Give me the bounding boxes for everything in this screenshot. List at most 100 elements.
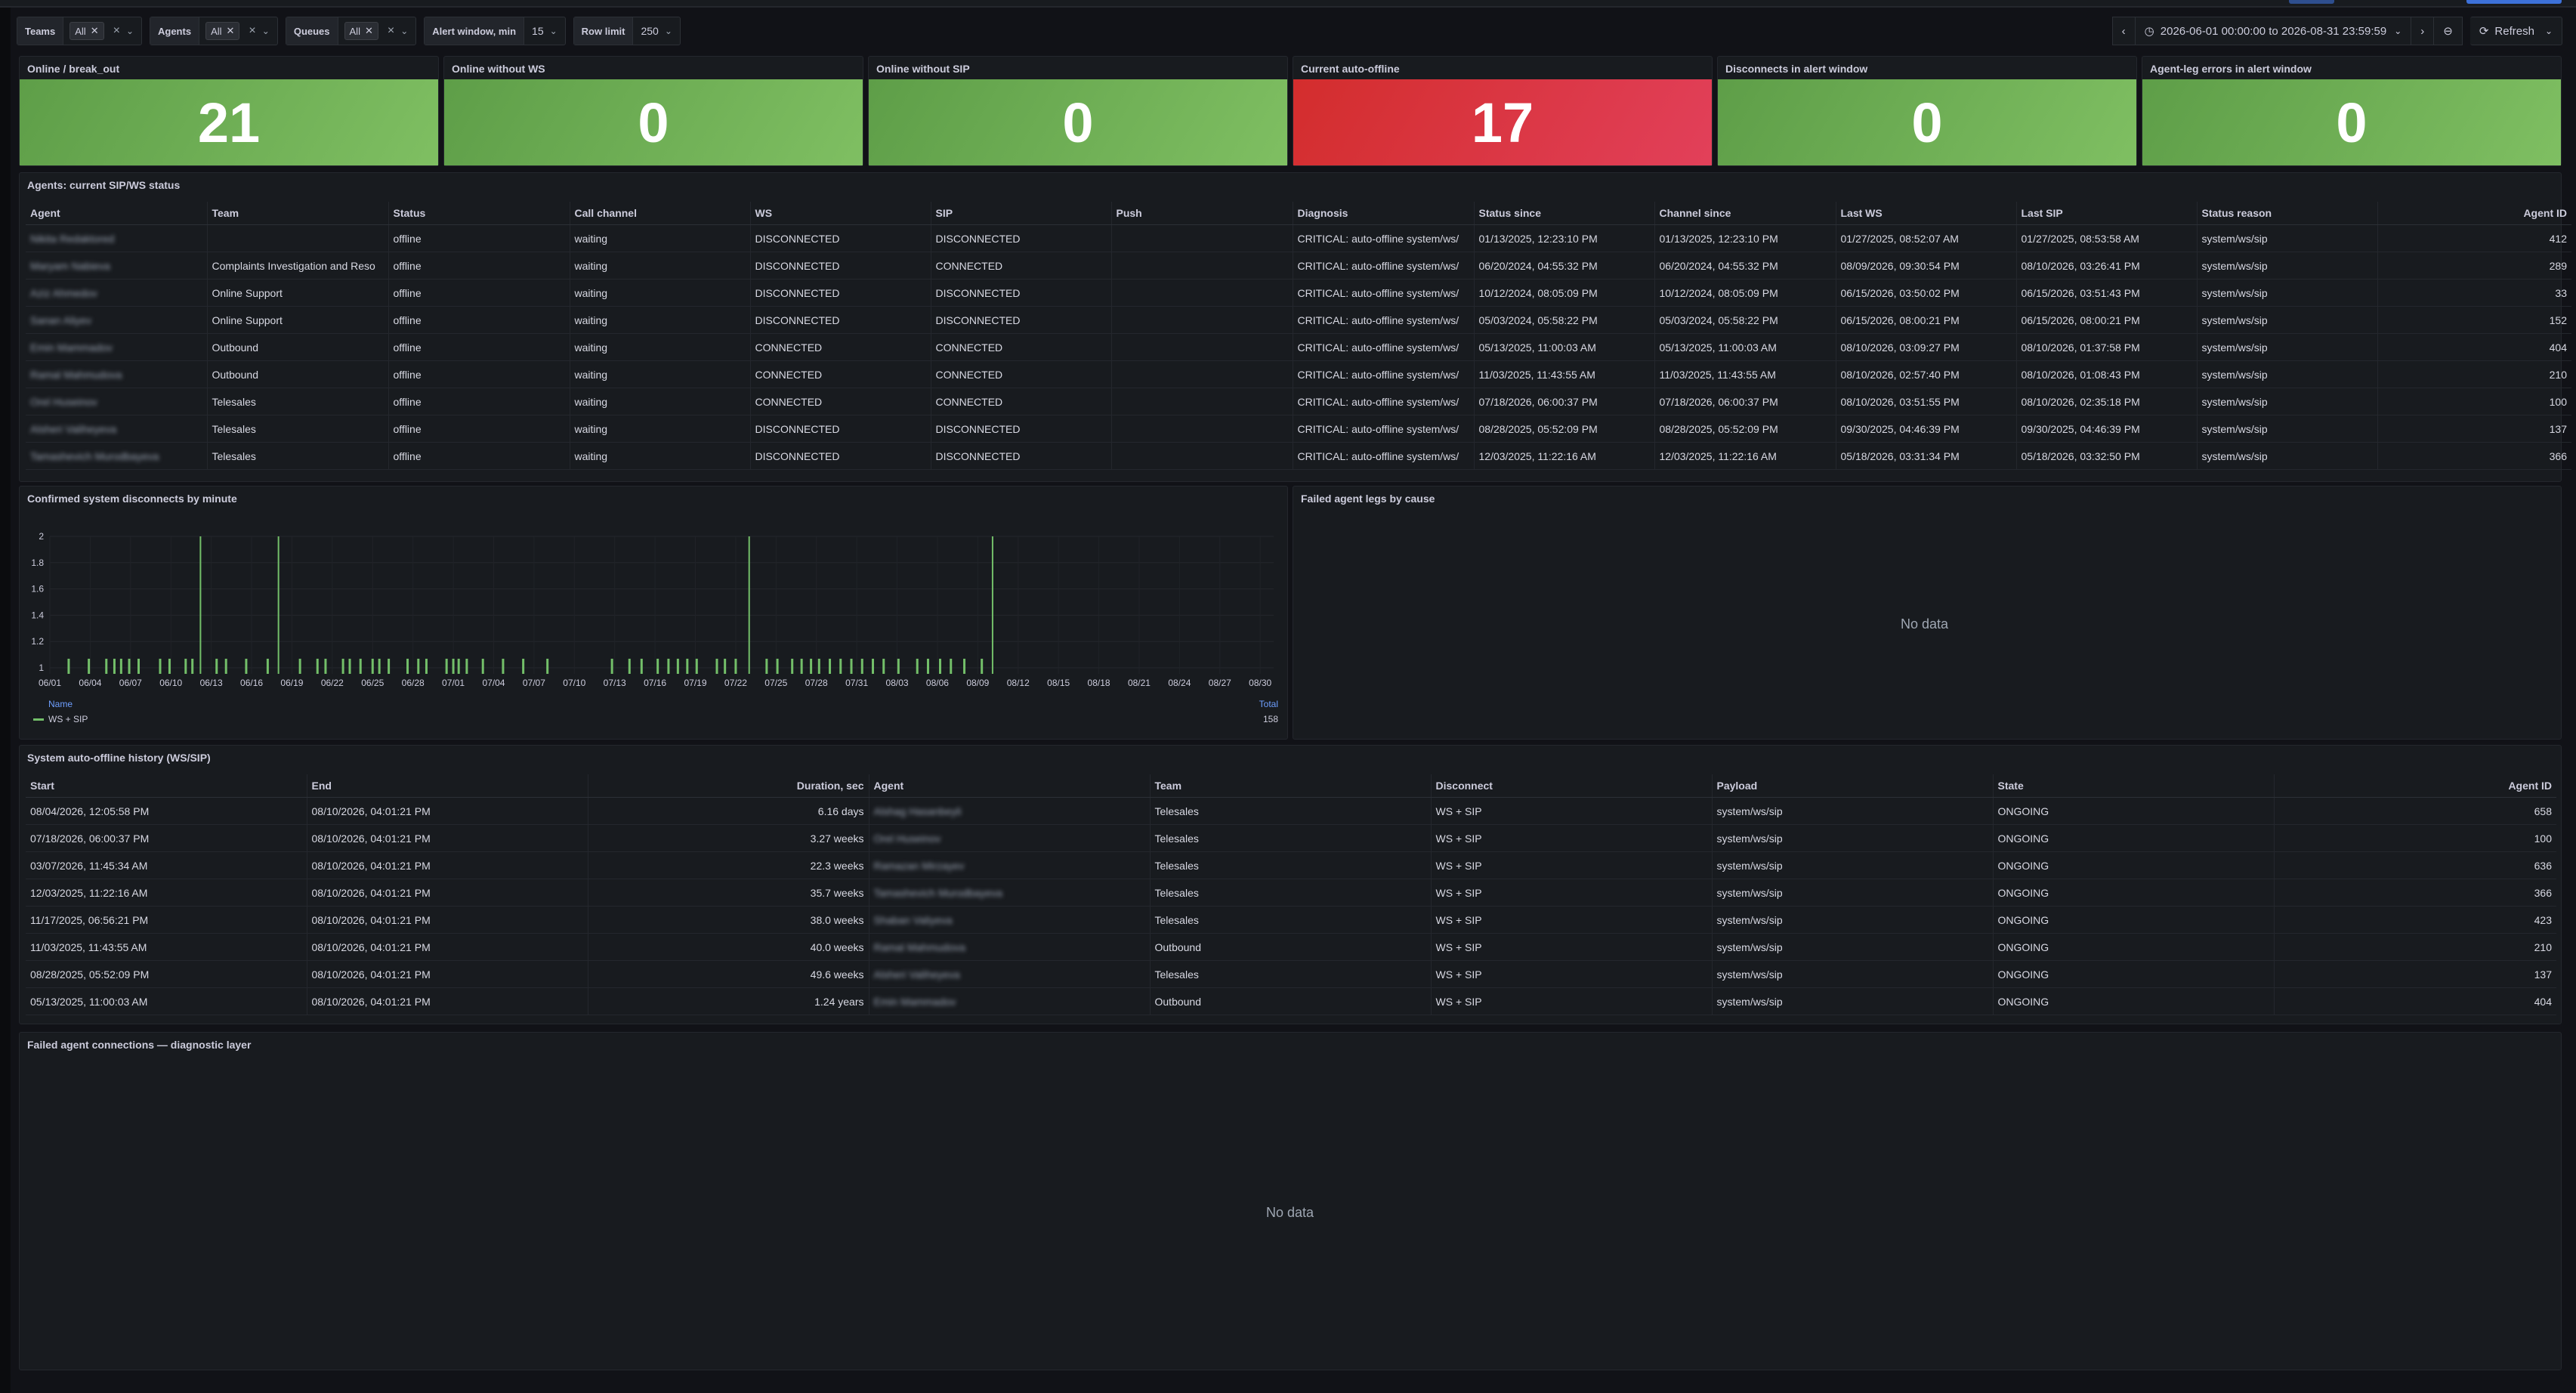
chevron-down-icon[interactable]: ⌄ [549, 26, 558, 36]
column-header[interactable]: Team [1149, 774, 1431, 798]
column-header[interactable]: Agent ID [2273, 774, 2556, 798]
stat-panel-agent-leg-errors[interactable]: Agent-leg errors in alert window 0 [2142, 56, 2562, 166]
queues-chip[interactable]: All ✕ [344, 22, 378, 40]
column-header[interactable]: Payload [1711, 774, 1993, 798]
queues-variable[interactable]: Queues All ✕ × ⌄ [285, 17, 417, 45]
column-header[interactable]: Last SIP [2015, 202, 2197, 225]
stat-panel-online-without-ws[interactable]: Online without WS 0 [443, 56, 863, 166]
table-cell: Telesales [1149, 879, 1431, 907]
table-row[interactable]: 03/07/2026, 11:45:34 AM 08/10/2026, 04:01… [26, 851, 2556, 879]
teams-variable[interactable]: Teams All ✕ × ⌄ [17, 17, 142, 45]
chip-remove-icon[interactable]: ✕ [90, 25, 99, 36]
alert-window-variable[interactable]: Alert window, min 15 ⌄ [424, 17, 566, 45]
table-row[interactable]: Ramal Mahmudova Outbound offline waiting CON… [26, 360, 2571, 388]
table-cell: DISCONNECTED [930, 224, 1111, 252]
column-header[interactable]: Channel since [1654, 202, 1836, 225]
table-row[interactable]: 07/18/2026, 06:00:37 PM 08/10/2026, 04:01… [26, 824, 2556, 852]
table-row[interactable]: 08/28/2025, 05:52:09 PM 08/10/2026, 04:01… [26, 960, 2556, 988]
row-limit-value[interactable]: 250 [641, 25, 659, 37]
table-row[interactable]: Maryam Nabieva Complaints Investigation a… [26, 252, 2571, 280]
x-tick-label: 07/10 [563, 678, 585, 688]
stat-value: 17 [1293, 79, 1712, 165]
table-cell: CRITICAL: auto-offline system/ws/ [1292, 224, 1474, 252]
column-header[interactable]: Agent [868, 774, 1150, 798]
stat-panel-online-without-sip[interactable]: Online without SIP 0 [868, 56, 1288, 166]
table-row[interactable]: 08/04/2026, 12:05:58 PM 08/10/2026, 04:01… [26, 797, 2556, 825]
time-range-picker[interactable]: ◷ 2026-06-01 00:00:00 to 2026-08-31 23:5… [2135, 17, 2412, 45]
stat-panel-current-auto-offline[interactable]: Current auto-offline 17 [1293, 56, 1713, 166]
row-limit-variable[interactable]: Row limit 250 ⌄ [573, 17, 681, 45]
clear-icon[interactable]: × [249, 24, 256, 37]
time-forward-button[interactable]: › [2411, 17, 2435, 45]
table-cell: 08/10/2026, 04:01:21 PM [306, 987, 588, 1015]
table-cell: Shaban Valiyeva [868, 906, 1150, 934]
y-tick-label: 2 [39, 531, 44, 542]
column-header[interactable]: Duration, sec [587, 774, 869, 798]
column-header[interactable]: Push [1110, 202, 1293, 225]
table-cell: 08/28/2025, 05:52:09 PM [1654, 415, 1836, 443]
panel-title: Online without WS [452, 63, 545, 75]
table-cell: 01/13/2025, 12:23:10 PM [1473, 224, 1654, 252]
agents-variable[interactable]: Agents All ✕ × ⌄ [150, 17, 278, 45]
chip-remove-icon[interactable]: ✕ [226, 25, 235, 36]
chevron-down-icon[interactable]: ⌄ [664, 26, 672, 36]
column-header[interactable]: Call channel [569, 202, 750, 225]
table-cell: system/ws/sip [2196, 333, 2377, 361]
clear-icon[interactable]: × [113, 24, 120, 37]
panel-title: Failed agent legs by cause [1301, 493, 1435, 505]
stat-panel-disconnects-alert-window[interactable]: Disconnects in alert window 0 [1717, 56, 2137, 166]
stat-panel-online-breakout[interactable]: Online / break_out 21 [19, 56, 439, 166]
disconnects-chart-panel: Confirmed system disconnects by minute 2… [19, 486, 1288, 740]
clear-icon[interactable]: × [387, 24, 395, 37]
disconnects-chart[interactable]: 2 1.8 1.6 1.4 1.2 1 06/01 06/04 06/07 06/10 06/13 0… [20, 486, 1289, 740]
table-row[interactable]: Emin Mammadov Outbound offline waiting CONNE… [26, 333, 2571, 361]
column-header[interactable]: Status [388, 202, 570, 225]
table-row[interactable]: Tamashevich Murodbayeva Telesales offline w… [26, 442, 2571, 470]
table-cell: system/ws/sip [1711, 906, 1993, 934]
column-header[interactable]: Agent ID [2377, 202, 2571, 225]
refresh-button[interactable]: ⟳ Refresh ⌄ [2469, 17, 2562, 45]
column-header[interactable]: Diagnosis [1292, 202, 1474, 225]
column-header[interactable]: WS [749, 202, 931, 225]
column-header[interactable]: State [1992, 774, 2274, 798]
table-row[interactable]: Nikita Redaktored offline waiting DISCONNEC… [26, 224, 2571, 252]
agents-chip[interactable]: All ✕ [205, 22, 240, 40]
table-row[interactable]: Orel Huseinov Telesales offline waiting CONN… [26, 388, 2571, 415]
chevron-down-icon[interactable]: ⌄ [125, 26, 134, 36]
x-tick-label: 07/31 [845, 678, 868, 688]
column-header[interactable]: SIP [930, 202, 1111, 225]
column-header[interactable]: Status since [1473, 202, 1654, 225]
column-header[interactable]: Agent [26, 202, 207, 225]
table-cell: 09/30/2025, 04:46:39 PM [2015, 415, 2197, 443]
chevron-down-icon[interactable]: ⌄ [261, 26, 270, 36]
table-cell: 38.0 weeks [587, 906, 869, 934]
column-header[interactable]: Team [206, 202, 388, 225]
alert-window-value[interactable]: 15 [532, 25, 544, 37]
zoom-out-button[interactable]: ⊖ [2434, 17, 2463, 45]
column-header[interactable]: Start [26, 774, 307, 798]
table-row[interactable]: Sanan Aliyev Online Support offline waiting… [26, 306, 2571, 334]
chip-remove-icon[interactable]: ✕ [364, 25, 373, 36]
y-tick-label: 1.8 [31, 558, 44, 568]
stat-value: 0 [444, 79, 863, 165]
column-header[interactable]: Status reason [2196, 202, 2377, 225]
table-row[interactable]: Alsheri Valiheyeva Telesales offline waitin… [26, 415, 2571, 443]
table-row[interactable]: 05/13/2025, 11:00:03 AM 08/10/2026, 04:01… [26, 987, 2556, 1015]
legend-item-ws-sip[interactable]: WS + SIP [33, 714, 88, 724]
table-row[interactable]: 11/03/2025, 11:43:55 AM 08/10/2026, 04:01… [26, 933, 2556, 961]
row-limit-label: Row limit [573, 17, 634, 45]
teams-chip[interactable]: All ✕ [69, 22, 104, 40]
column-header[interactable]: End [306, 774, 588, 798]
column-header[interactable]: Disconnect [1430, 774, 1712, 798]
table-cell: ONGOING [1992, 987, 2274, 1015]
table-cell: CONNECTED [930, 388, 1111, 415]
chevron-down-icon[interactable]: ⌄ [400, 26, 409, 36]
table-cell [206, 224, 388, 252]
table-row[interactable]: 11/17/2025, 06:56:21 PM 08/10/2026, 04:01… [26, 906, 2556, 934]
table-row[interactable]: 12/03/2025, 11:22:16 AM 08/10/2026, 04:01… [26, 879, 2556, 907]
table-row[interactable]: Aziz Ahmedov Online Support offline waiting… [26, 279, 2571, 307]
table-cell: 08/10/2026, 03:09:27 PM [1835, 333, 2016, 361]
table-cell: system/ws/sip [2196, 388, 2377, 415]
column-header[interactable]: Last WS [1835, 202, 2016, 225]
time-back-button[interactable]: ‹ [2111, 17, 2136, 45]
